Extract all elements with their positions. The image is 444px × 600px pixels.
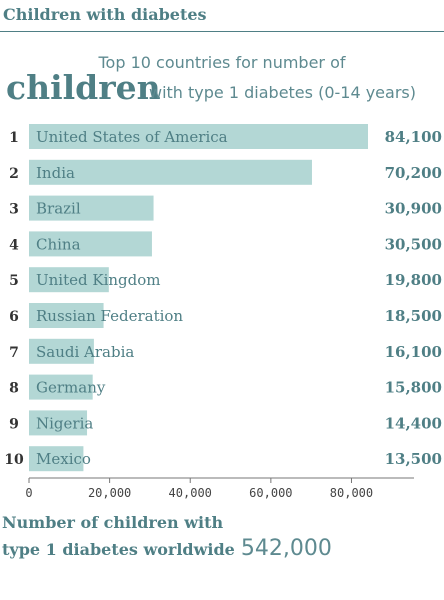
- x-tick-label: 20,000: [88, 486, 131, 500]
- rank-label: 6: [9, 309, 19, 325]
- value-label: 30,500: [385, 235, 442, 253]
- value-label: 19,800: [385, 271, 442, 289]
- bar-10: [29, 446, 84, 472]
- footer-label-line2: type 1 diabetes worldwide: [2, 540, 235, 559]
- bar-4: [29, 231, 152, 257]
- value-label: 70,200: [385, 164, 442, 182]
- bar-2: [29, 159, 312, 185]
- category-label: India: [36, 164, 75, 182]
- rank-label: 9: [9, 416, 19, 432]
- value-label: 30,900: [385, 200, 442, 218]
- category-label: United Kingdom: [36, 271, 161, 289]
- chart-title-emphasis: children: [6, 68, 161, 107]
- value-label: 84,100: [385, 128, 442, 146]
- header-bar: Children with diabetes: [0, 0, 444, 32]
- category-label: Nigeria: [36, 414, 93, 432]
- category-label: Brazil: [36, 200, 81, 218]
- rank-label: 3: [9, 202, 19, 218]
- rank-label: 4: [9, 237, 19, 253]
- value-label: 14,400: [385, 414, 442, 432]
- bar-1: [29, 124, 368, 149]
- rank-label: 5: [9, 273, 19, 289]
- bar-5: [29, 267, 109, 293]
- page-title: Children with diabetes: [3, 5, 207, 24]
- rank-label: 1: [9, 130, 19, 146]
- bar-8: [29, 374, 93, 400]
- category-label: Mexico: [36, 450, 91, 468]
- chart-subtitle-line2: with type 1 diabetes (0-14 years): [149, 83, 416, 102]
- rank-label: 2: [9, 166, 19, 182]
- bar-3: [29, 195, 154, 221]
- value-label: 18,500: [385, 307, 442, 325]
- rank-label: 7: [9, 345, 19, 361]
- category-label: United States of America: [36, 128, 228, 146]
- chart-subtitle-line1: Top 10 countries for number of: [98, 53, 346, 72]
- value-label: 13,500: [385, 450, 442, 468]
- x-tick-label: 60,000: [249, 486, 292, 500]
- category-label: China: [36, 235, 81, 253]
- rank-label: 10: [4, 452, 24, 468]
- bar-6: [29, 303, 104, 328]
- category-label: Germany: [36, 379, 106, 397]
- bar-9: [29, 410, 88, 436]
- footer-label-line1: Number of children with: [2, 513, 224, 532]
- bar-7: [29, 338, 94, 364]
- x-tick-label: 40,000: [169, 486, 212, 500]
- value-label: 16,100: [385, 343, 442, 361]
- category-label: Russian Federation: [36, 307, 183, 325]
- x-tick-label: 80,000: [330, 486, 373, 500]
- rank-label: 8: [9, 381, 19, 397]
- value-label: 15,800: [385, 379, 442, 397]
- category-label: Saudi Arabia: [36, 343, 134, 361]
- worldwide-total-value: 542,000: [240, 536, 332, 561]
- footer-line2: type 1 diabetes worldwide 542,000: [2, 536, 332, 561]
- x-tick-label: 0: [25, 486, 32, 500]
- bar-chart: 1 United States of America 84,100 2 India 70,…: [4, 124, 442, 500]
